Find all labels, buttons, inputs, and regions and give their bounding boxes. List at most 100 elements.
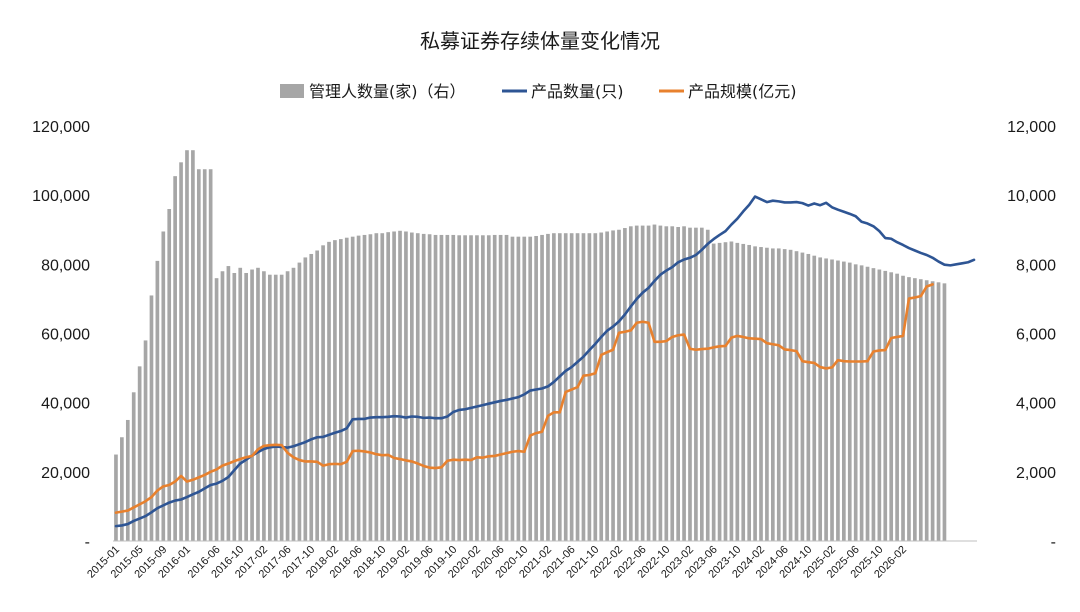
bar-managers [267,274,272,541]
bar-managers [149,295,154,541]
bar-managers [605,231,609,542]
bar-managers [398,230,402,542]
bar-managers [469,235,473,541]
bar-managers [481,235,485,541]
bar-managers [285,271,290,541]
y-left-tick-label: 80,000 [41,257,90,274]
bar-managers [628,226,633,542]
bar-managers [765,247,769,542]
legend-label-managers: 管理人数量(家)（右） [309,82,466,101]
bar-managers [386,232,391,542]
bar-managers [676,226,680,542]
bar-managers [498,234,503,541]
bar-managers [723,242,728,541]
bar-managers [427,234,432,541]
bar-managers [433,234,438,541]
bar-managers [634,225,639,541]
bar-managers [475,235,479,541]
y-left-tick-label: - [85,534,90,551]
bar-managers [800,252,805,541]
legend-item-product-scale: 产品规模(亿元) [659,82,797,101]
bar-managers [818,257,823,541]
bar-managers [611,230,615,541]
bar-managers [410,232,414,541]
bar-managers [865,266,870,541]
bar-managers [871,268,876,541]
bar-managers [617,229,621,541]
bar-managers [759,247,763,542]
bar-managers [705,229,710,541]
bar-managers [339,239,343,541]
bar-managers [315,250,319,541]
bar-managers [853,264,858,541]
bar-managers [652,224,657,541]
bar-managers [362,234,367,541]
bar-managers [238,267,243,541]
y-left-tick-label: 60,000 [41,327,90,344]
bar-managers [771,248,775,541]
legend-item-managers: 管理人数量(家)（右） [280,82,466,101]
bar-managers [368,234,373,541]
bar-managers [173,176,177,541]
bar-managers [788,249,793,541]
bar-managers [143,340,148,541]
bar-managers [445,234,450,541]
bar-managers [694,227,698,541]
bar-managers [220,271,225,541]
bar-managers [439,234,444,541]
bar-managers [492,234,497,541]
y-left-tick-label: 120,000 [32,119,90,136]
bar-managers [262,271,266,541]
bar-managers [552,233,556,541]
legend: 管理人数量(家)（右） 产品数量(只) 产品规模(亿元) [280,82,797,101]
bar-managers [664,226,669,542]
chart-title: 私募证券存续体量变化情况 [420,29,660,53]
bar-managers [309,253,314,541]
bar-managers [688,227,692,541]
bar-managers [120,437,124,541]
bar-managers [646,225,651,541]
bar-managers [889,272,894,541]
bar-managers [930,281,935,541]
y-axis-right: - 2,000 4,000 6,000 8,000 10,000 12,000 [1007,119,1056,551]
bar-managers [830,259,834,541]
bar-managers [516,236,521,542]
bar-managers [522,236,527,542]
legend-item-product-count: 产品数量(只) [502,82,624,101]
bar-managers [457,235,462,541]
bar-managers [208,169,213,542]
bar-managers [191,150,195,541]
bar-managers [279,274,284,541]
bar-managers [806,253,811,541]
bar-managers [392,231,396,542]
bar-managers [256,267,260,541]
bar-managers [333,240,337,542]
bar-managers [587,233,592,541]
bar-managers [936,282,941,541]
bar-managers [297,262,302,541]
bar-managers [125,419,130,541]
bar-managers [895,273,899,541]
y-right-tick-label: 2,000 [1016,465,1056,482]
bar-managers [486,235,491,541]
bar-managers [682,226,686,542]
bar-managers [244,272,248,541]
bar-managers [321,245,325,541]
bar-managers [214,278,219,541]
bar-managers [859,265,864,541]
bar-managers [599,232,604,541]
bar-managers [463,235,467,541]
y-right-tick-label: 12,000 [1007,119,1056,136]
bar-managers [179,162,183,541]
bar-managers [202,169,207,542]
bar-managers [623,228,627,541]
y-left-tick-label: 40,000 [41,396,90,413]
bar-managers [161,231,166,542]
bar-managers [557,233,562,541]
bar-managers [356,235,361,541]
bar-managers [842,261,846,541]
bar-managers [711,243,716,541]
bar-managers [415,233,420,541]
bar-managers [735,242,740,541]
bar-managers [344,237,349,541]
